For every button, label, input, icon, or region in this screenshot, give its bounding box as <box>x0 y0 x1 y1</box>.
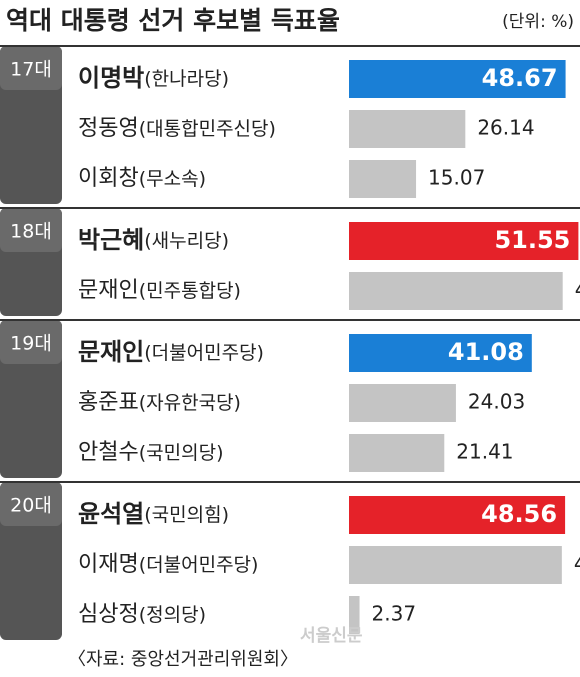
candidate-party: (국민의힘) <box>144 504 229 526</box>
candidate-name: 문재인 <box>78 278 139 303</box>
candidate-label: 이명박(한나라당) <box>78 64 229 92</box>
value-label: 48.02 <box>575 278 580 302</box>
candidate-name: 이명박 <box>78 64 144 92</box>
bar <box>349 434 445 472</box>
value-label: 48.56 <box>481 500 557 528</box>
value-label: 41.08 <box>448 338 524 366</box>
candidate-name: 문재인 <box>78 338 144 366</box>
candidate-label: 안철수(국민의당) <box>78 440 223 465</box>
bar <box>349 272 563 310</box>
candidate-party: (더불어민주당) <box>144 342 264 364</box>
candidate-name: 박근혜 <box>78 226 144 254</box>
source: 〈자료: 중앙선거관리위원회〉 <box>68 649 298 670</box>
candidate-party: (한나라당) <box>144 68 229 90</box>
candidate-label: 이재명(더불어민주당) <box>78 552 258 577</box>
watermark: 서울신문 <box>300 626 363 646</box>
value-label: 15.07 <box>428 166 485 190</box>
group-label-box <box>0 482 62 526</box>
group-label: 20대 <box>10 495 52 517</box>
candidate-name: 윤석열 <box>78 500 144 528</box>
candidate-party: (더불어민주당) <box>139 554 259 576</box>
group-label: 19대 <box>10 333 52 355</box>
bar <box>349 546 562 584</box>
candidate-label: 정동영(대통합민주신당) <box>78 116 276 141</box>
candidate-name: 심상정 <box>78 602 139 627</box>
value-label: 2.37 <box>372 602 417 626</box>
chart-title: 역대 대통령 선거 후보별 득표율 <box>6 6 340 35</box>
group-label: 18대 <box>10 221 52 243</box>
bar <box>349 496 566 534</box>
bar <box>349 384 456 422</box>
candidate-label: 문재인(더불어민주당) <box>78 338 264 366</box>
candidate-name: 정동영 <box>78 116 139 141</box>
candidate-name: 이회창 <box>78 166 139 191</box>
value-label: 51.55 <box>494 226 570 254</box>
bar <box>349 334 532 372</box>
candidate-party: (민주통합당) <box>139 280 241 302</box>
bar <box>349 110 466 148</box>
candidate-party: (대통합민주신당) <box>139 118 276 140</box>
value-label: 24.03 <box>468 390 525 414</box>
value-label: 48.67 <box>482 64 558 92</box>
candidate-label: 홍준표(자유한국당) <box>78 390 241 415</box>
bar <box>349 160 417 198</box>
candidate-label: 박근혜(새누리당) <box>78 226 229 254</box>
candidate-party: (자유한국당) <box>139 392 241 414</box>
candidate-party: (새누리당) <box>144 230 229 252</box>
candidate-party: (정의당) <box>139 604 206 626</box>
candidate-party: (국민의당) <box>139 442 224 464</box>
value-label: 26.14 <box>477 116 534 140</box>
candidate-name: 홍준표 <box>78 390 139 415</box>
candidate-name: 안철수 <box>78 440 139 465</box>
bar <box>349 222 579 260</box>
candidate-label: 윤석열(국민의힘) <box>78 500 229 528</box>
bar <box>349 596 360 634</box>
bar <box>349 60 566 98</box>
group-label-box <box>0 208 62 252</box>
value-label: 21.41 <box>456 440 513 464</box>
group-label-box <box>0 320 62 364</box>
value-label: 47.83 <box>574 552 580 576</box>
candidate-label: 이회창(무소속) <box>78 166 206 191</box>
candidate-label: 문재인(민주통합당) <box>78 278 241 303</box>
candidate-label: 심상정(정의당) <box>78 602 206 627</box>
group-label-box <box>0 46 62 90</box>
unit-note: (단위: %) <box>502 12 574 32</box>
group-label: 17대 <box>10 59 52 81</box>
candidate-party: (무소속) <box>139 168 206 190</box>
candidate-name: 이재명 <box>78 552 139 577</box>
